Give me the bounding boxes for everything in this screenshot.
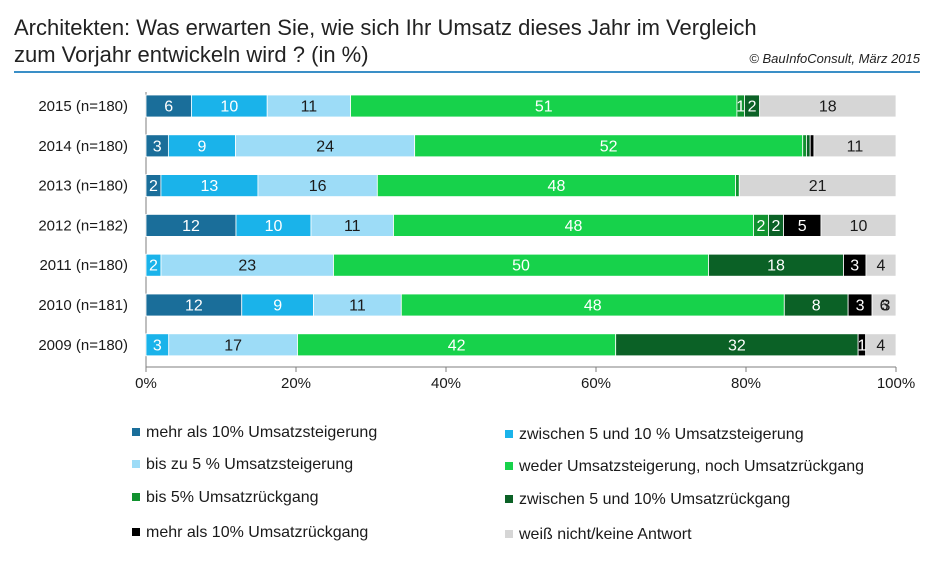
data-label: 12	[182, 218, 200, 235]
legend-item: mehr als 10% Umsatzrückgang	[132, 524, 368, 542]
data-label: 12	[185, 298, 203, 315]
data-label: 11	[349, 298, 366, 315]
data-label: 1	[857, 337, 866, 354]
data-label: 4	[876, 337, 885, 354]
data-label: 16	[309, 178, 327, 195]
data-label: 17	[224, 337, 242, 354]
legend-swatch	[132, 460, 140, 468]
data-label: 10	[850, 218, 868, 235]
data-label: 9	[198, 138, 207, 155]
data-label: 23	[238, 258, 256, 275]
legend-item: weiß nicht/keine Antwort	[505, 526, 692, 544]
x-tick-label: 60%	[581, 375, 611, 392]
chart-title-line-1: Architekten: Was erwarten Sie, wie sich …	[14, 15, 757, 40]
data-label: 1	[736, 99, 745, 116]
data-label: 18	[767, 258, 785, 275]
data-label: 11	[344, 218, 361, 235]
chart-title: Architekten: Was erwarten Sie, wie sich …	[14, 14, 914, 68]
legend-swatch	[505, 462, 513, 470]
data-label: 3	[856, 298, 865, 315]
data-label: 2	[748, 99, 757, 116]
bar-segment	[865, 333, 897, 357]
data-label: 48	[548, 178, 566, 195]
category-label: 2011 (n=180)	[39, 257, 128, 274]
legend-swatch	[132, 528, 140, 536]
legend-swatch	[132, 428, 140, 436]
data-label: 2	[149, 178, 158, 195]
legend-item: zwischen 5 und 10 % Umsatzsteigerung	[505, 426, 804, 444]
bar-segment	[759, 94, 897, 118]
bar-segment	[813, 134, 897, 158]
bar-segment	[809, 134, 815, 158]
bar-segment	[806, 134, 811, 158]
data-label: 3	[850, 258, 859, 275]
data-label: 50	[512, 258, 530, 275]
data-label: 2	[149, 258, 158, 275]
legend-item: bis 5% Umsatzrückgang	[132, 489, 319, 507]
data-label: 51	[535, 99, 553, 116]
data-label: 18	[819, 99, 837, 116]
legend-label: bis 5% Umsatzrückgang	[146, 489, 319, 506]
data-label: 48	[565, 218, 583, 235]
data-label: 42	[448, 337, 466, 354]
data-label: 48	[584, 298, 602, 315]
legend-item: zwischen 5 und 10% Umsatzrückgang	[505, 491, 790, 509]
data-label: 8	[812, 298, 821, 315]
data-label: 6	[880, 298, 889, 315]
legend-label: zwischen 5 und 10% Umsatzrückgang	[519, 491, 791, 508]
bar-segment	[871, 293, 897, 317]
legend-label: mehr als 10% Umsatzsteigerung	[146, 424, 378, 441]
x-tick-label: 80%	[731, 375, 761, 392]
data-label: 52	[600, 138, 618, 155]
data-label: 10	[265, 218, 283, 235]
bar-segment	[738, 174, 897, 198]
category-label: 2013 (n=180)	[38, 178, 128, 195]
source-note: © BauInfoConsult, März 2015	[749, 51, 920, 66]
category-label: 2012 (n=182)	[38, 217, 128, 234]
legend-label: bis zu 5 % Umsatzsteigerung	[146, 456, 354, 473]
legend-label: zwischen 5 und 10 % Umsatzsteigerung	[519, 426, 804, 443]
data-label: 13	[201, 178, 219, 195]
data-label: 9	[273, 298, 282, 315]
data-label: 21	[809, 178, 827, 195]
bar-segment	[820, 213, 897, 237]
title-divider	[14, 71, 920, 73]
data-label: 32	[728, 337, 746, 354]
category-label: 2015 (n=180)	[38, 98, 128, 115]
data-label: 10	[220, 99, 238, 116]
x-tick-label: 0%	[135, 375, 157, 392]
legend-item: weder Umsatzsteigerung, noch Umsatzrückg…	[505, 458, 864, 476]
category-label: 2010 (n=181)	[38, 297, 128, 314]
data-label: 11	[301, 99, 318, 116]
legend-swatch	[132, 493, 140, 501]
data-label: 3	[882, 298, 891, 315]
data-label: 6	[164, 99, 173, 116]
data-label: 2	[772, 218, 781, 235]
data-label: 11	[847, 138, 864, 155]
legend-swatch	[505, 530, 513, 538]
data-label: 5	[798, 218, 807, 235]
bar-segment	[735, 174, 740, 198]
data-label: 2	[757, 218, 766, 235]
legend-item: bis zu 5 % Umsatzsteigerung	[132, 456, 353, 474]
category-label: 2009 (n=180)	[38, 337, 128, 354]
legend-label: weder Umsatzsteigerung, noch Umsatzrückg…	[519, 458, 865, 475]
legend-item: mehr als 10% Umsatzsteigerung	[132, 424, 377, 442]
x-tick-label: 100%	[877, 375, 915, 392]
category-label: 2014 (n=180)	[38, 138, 128, 155]
bar-segment	[865, 253, 897, 277]
legend-swatch	[505, 495, 513, 503]
data-label: 3	[153, 337, 162, 354]
x-tick-label: 40%	[431, 375, 461, 392]
legend-swatch	[505, 430, 513, 438]
bar-segment	[802, 134, 807, 158]
data-label: 24	[316, 138, 334, 155]
legend-label: weiß nicht/keine Antwort	[519, 526, 692, 543]
x-tick-label: 20%	[281, 375, 311, 392]
legend-label: mehr als 10% Umsatzrückgang	[146, 524, 369, 541]
data-label: 3	[153, 138, 162, 155]
chart-title-line-2: zum Vorjahr entwickeln wird ? (in %)	[14, 42, 369, 67]
data-label: 4	[877, 258, 886, 275]
